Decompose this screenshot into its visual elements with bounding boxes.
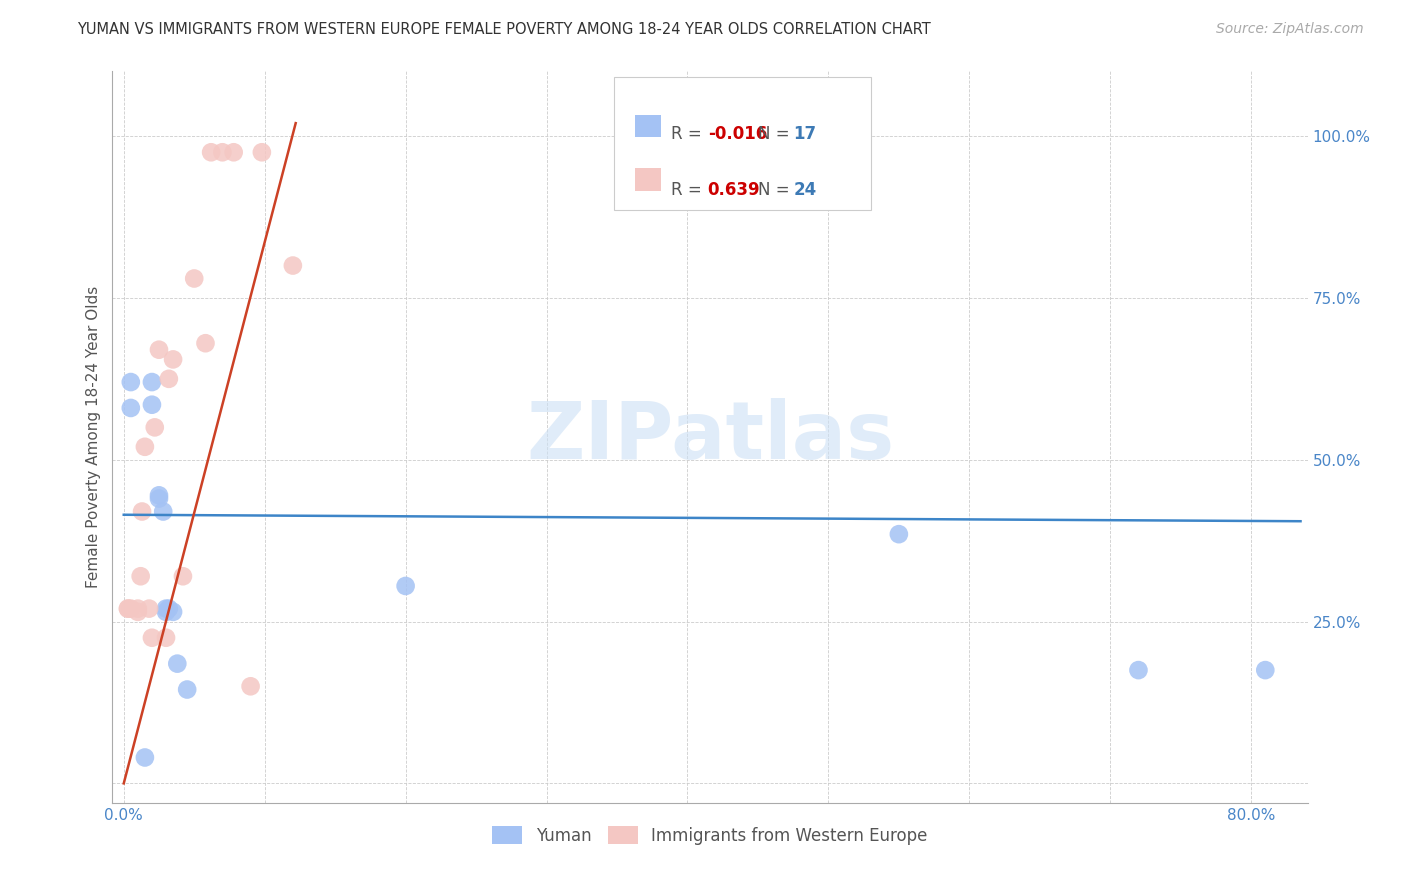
Point	[155, 631, 177, 645]
Point	[157, 601, 180, 615]
Point	[131, 504, 153, 518]
Point	[183, 271, 205, 285]
Point	[281, 259, 304, 273]
Point	[120, 601, 142, 615]
Point	[127, 605, 149, 619]
Text: N =: N =	[758, 125, 794, 143]
Text: R =: R =	[671, 125, 707, 143]
Point	[143, 420, 166, 434]
Point	[141, 631, 163, 645]
Point	[250, 145, 273, 160]
Point	[117, 601, 139, 615]
Point	[129, 569, 152, 583]
Point	[166, 657, 188, 671]
Text: 0.639: 0.639	[707, 181, 761, 199]
Text: ZIPatlas: ZIPatlas	[526, 398, 894, 476]
Y-axis label: Female Poverty Among 18-24 Year Olds: Female Poverty Among 18-24 Year Olds	[86, 286, 101, 588]
Text: Source: ZipAtlas.com: Source: ZipAtlas.com	[1216, 22, 1364, 37]
Point	[152, 504, 174, 518]
FancyBboxPatch shape	[614, 78, 872, 211]
Point	[1254, 663, 1277, 677]
Point	[117, 601, 139, 615]
Point	[239, 679, 262, 693]
Point	[162, 352, 184, 367]
Point	[222, 145, 245, 160]
Point	[134, 750, 156, 764]
Point	[887, 527, 910, 541]
Text: 24: 24	[794, 181, 817, 199]
Point	[176, 682, 198, 697]
Point	[148, 343, 170, 357]
Point	[200, 145, 222, 160]
Text: 17: 17	[794, 125, 817, 143]
Point	[155, 601, 177, 615]
Point	[157, 372, 180, 386]
Point	[134, 440, 156, 454]
Text: YUMAN VS IMMIGRANTS FROM WESTERN EUROPE FEMALE POVERTY AMONG 18-24 YEAR OLDS COR: YUMAN VS IMMIGRANTS FROM WESTERN EUROPE …	[77, 22, 931, 37]
Text: -0.016: -0.016	[707, 125, 766, 143]
FancyBboxPatch shape	[634, 168, 661, 191]
Point	[172, 569, 194, 583]
Point	[194, 336, 217, 351]
Point	[148, 491, 170, 506]
Point	[138, 601, 160, 615]
Legend: Yuman, Immigrants from Western Europe: Yuman, Immigrants from Western Europe	[484, 818, 936, 853]
Point	[120, 375, 142, 389]
FancyBboxPatch shape	[634, 115, 661, 137]
Text: N =: N =	[758, 181, 794, 199]
Point	[155, 605, 177, 619]
Text: R =: R =	[671, 181, 711, 199]
Point	[1128, 663, 1150, 677]
Point	[127, 601, 149, 615]
Point	[394, 579, 416, 593]
Point	[141, 375, 163, 389]
Point	[162, 605, 184, 619]
Point	[148, 488, 170, 502]
Point	[120, 401, 142, 415]
Point	[211, 145, 233, 160]
Point	[141, 398, 163, 412]
